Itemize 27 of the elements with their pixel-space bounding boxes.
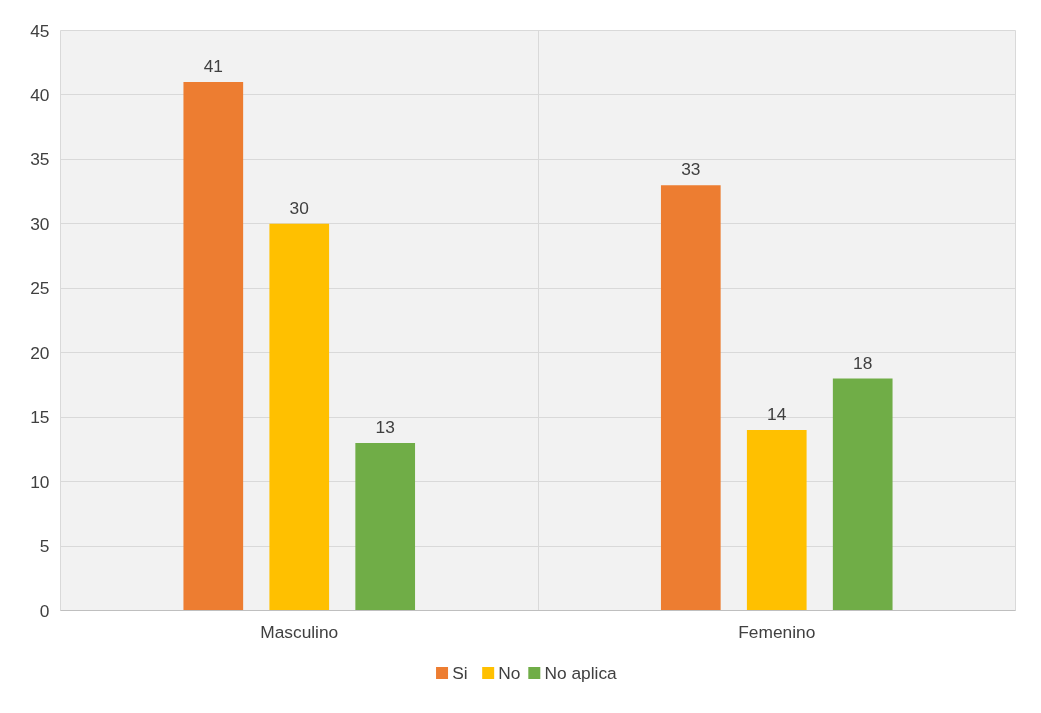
y-tick-label: 20 — [30, 342, 50, 363]
y-tick-label: 45 — [30, 20, 50, 41]
bar — [269, 223, 330, 611]
y-tick-label: 15 — [30, 407, 50, 428]
legend-label: Si — [452, 663, 468, 683]
legend-label: No aplica — [544, 663, 618, 683]
x-tick-label: Masculino — [260, 621, 339, 642]
data-label: 18 — [853, 352, 873, 373]
y-tick-label: 30 — [30, 213, 50, 234]
data-label: 30 — [289, 197, 309, 218]
data-label: 33 — [681, 159, 701, 180]
legend-label: No — [498, 663, 521, 683]
y-tick-label: 5 — [39, 536, 50, 557]
bar — [832, 378, 893, 611]
bar — [660, 185, 721, 611]
y-tick-label: 40 — [30, 84, 50, 105]
bar — [355, 442, 416, 611]
y-tick-label: 0 — [39, 600, 50, 621]
bar — [183, 82, 244, 611]
data-label: 14 — [767, 404, 787, 425]
y-tick-label: 25 — [30, 278, 50, 299]
data-label: 41 — [203, 56, 223, 77]
y-tick-label: 10 — [30, 471, 50, 492]
bar — [746, 430, 807, 611]
x-tick-label: Femenino — [738, 621, 816, 642]
y-tick-label: 35 — [30, 149, 50, 170]
data-label: 13 — [375, 416, 395, 437]
